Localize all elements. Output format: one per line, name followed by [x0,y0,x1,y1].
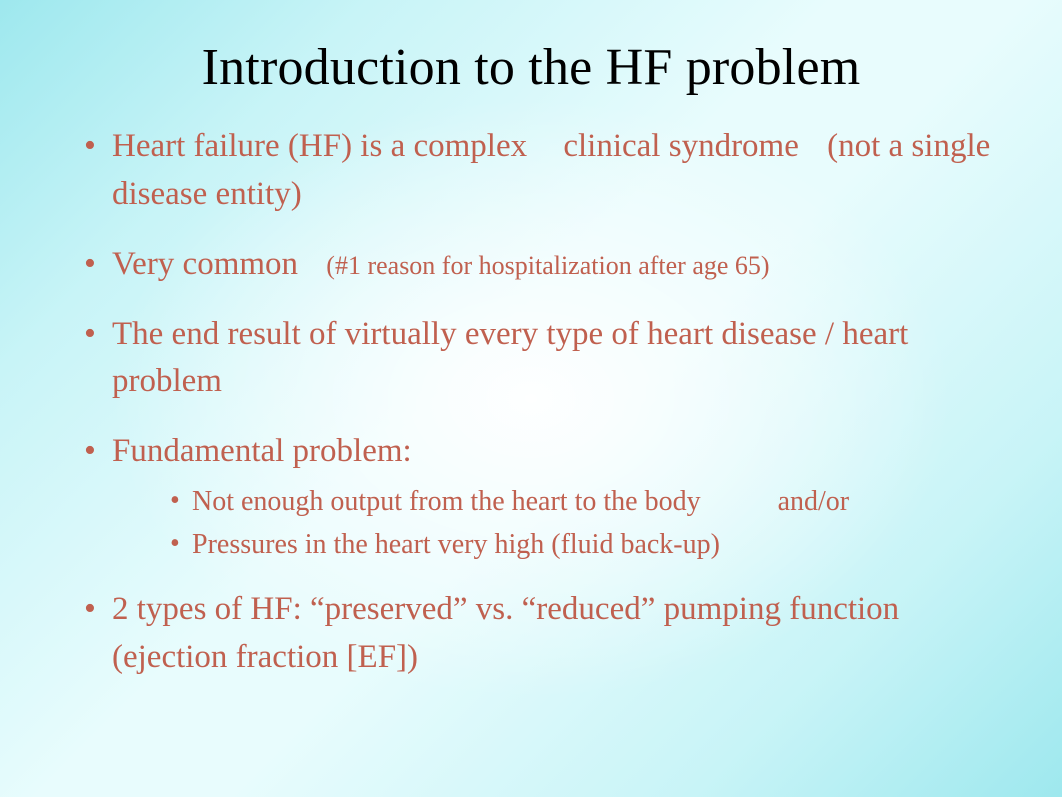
bullet-text: Not enough output from the heart to the … [192,486,701,517]
bullet-text: The end result of virtually every type o… [112,316,908,400]
bullet-text: 2 types of HF: “preserved” vs. “reduced”… [112,591,899,675]
sub-bullet-item: Not enough output from the heart to the … [170,482,1002,521]
bullet-text: Pressures in the heart very high (fluid … [192,529,720,560]
slide-title: Introduction to the HF problem [60,38,1002,97]
bullet-text: Very common [112,246,298,282]
sub-bullet-list: Not enough output from the heart to the … [112,482,1002,564]
bullet-item: Very common (#1 reason for hospitalizati… [88,241,1002,289]
bullet-text-small: (#1 reason for hospitalization after age… [326,251,769,280]
bullet-text: Heart failure (HF) is a complex [112,128,527,164]
bullet-item: The end result of virtually every type o… [88,311,1002,407]
slide: Introduction to the HF problem Heart fai… [0,0,1062,797]
bullet-item: Heart failure (HF) is a complex clinical… [88,123,1002,219]
sub-bullet-item: Pressures in the heart very high (fluid … [170,525,1002,564]
bullet-text: Fundamental problem: [112,433,412,469]
bullet-text: clinical syndrome [563,128,799,164]
bullet-list: Heart failure (HF) is a complex clinical… [60,123,1002,682]
bullet-item: 2 types of HF: “preserved” vs. “reduced”… [88,586,1002,682]
bullet-item: Fundamental problem: Not enough output f… [88,428,1002,564]
bullet-text: and/or [778,486,850,517]
